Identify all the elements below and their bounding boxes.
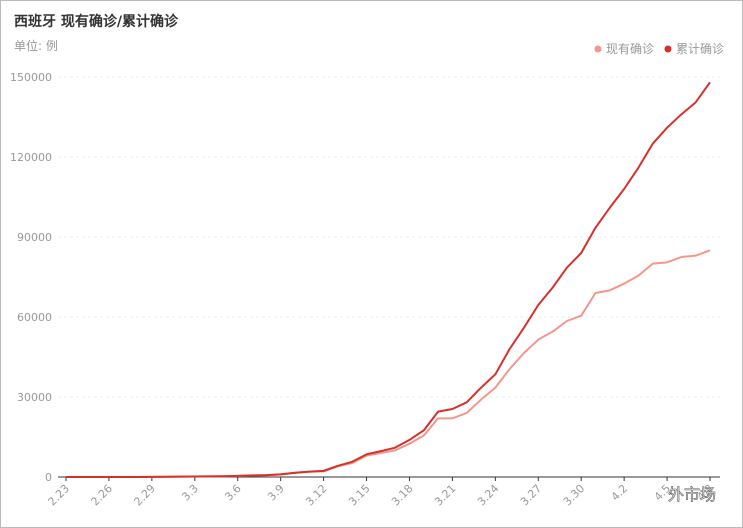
chart-title: 西班牙 现有确诊/累计确诊: [14, 13, 179, 30]
series-line: [66, 81, 711, 478]
y-tick-label: 60000: [17, 311, 52, 324]
legend-label: 现有确诊: [606, 42, 654, 56]
watermark: 外市场: [668, 485, 716, 504]
y-tick-label: 0: [45, 471, 52, 484]
chart-subtitle: 单位: 例: [14, 38, 58, 53]
y-tick-label: 120000: [10, 151, 52, 164]
y-tick-label: 150000: [10, 71, 52, 84]
y-tick-label: 30000: [17, 391, 52, 404]
y-tick-label: 90000: [17, 231, 52, 244]
legend-marker: [594, 45, 602, 53]
legend-label: 累计确诊: [676, 42, 724, 56]
legend-marker: [664, 45, 672, 53]
